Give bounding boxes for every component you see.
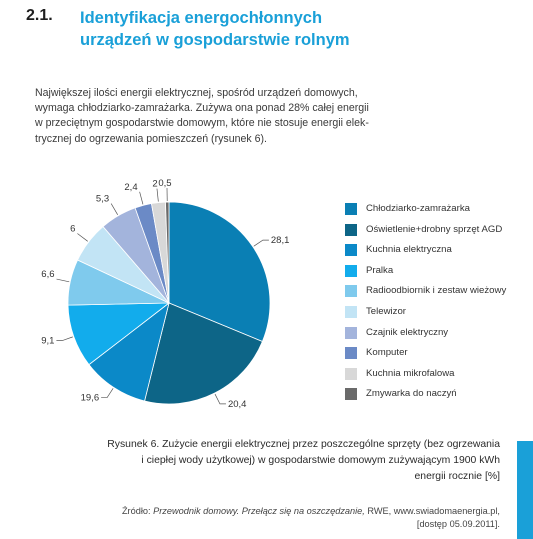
pie-chart: 28,1 20,4 19,6 9,1 6,6 6 5,3 2,4 2 0,5: [41, 178, 290, 410]
pie-value-label-5: 6: [70, 223, 75, 234]
paragraph-line: trycznej do ogrzewania pomieszczeń (rysu…: [35, 132, 267, 145]
legend-item: Komputer: [345, 346, 533, 360]
legend-item: Telewizor: [345, 305, 533, 319]
legend-swatch: [345, 203, 357, 215]
pie-leader-line-8: [156, 188, 159, 202]
legend-item: Chłodziarko-zamrażarka: [345, 202, 533, 216]
legend-swatch: [345, 367, 357, 380]
legend-label: Zmywarka do naczyń: [366, 388, 457, 400]
caption-line: energii rocznie [%]: [414, 471, 500, 482]
pie-value-label-7: 2,4: [124, 182, 137, 193]
legend-item: Kuchnia mikrofalowa: [345, 367, 533, 381]
legend-swatch: [345, 347, 357, 360]
source-line1: Źródło: Przewodnik domowy. Przełącz się …: [60, 505, 500, 518]
legend-swatch: [345, 388, 357, 401]
pie-value-label-8: 2: [152, 179, 157, 190]
source-rest: RWE, www.swiadomaenergia.pl,: [364, 506, 500, 516]
pie-leader-line-4: [56, 278, 70, 283]
pie-leader-line-1: [214, 393, 226, 405]
legend-swatch: [345, 306, 357, 318]
legend-swatch: [345, 244, 357, 257]
legend-item: Radioodbiornik i zestaw wieżowy: [345, 284, 533, 298]
body-paragraph: Największej ilości energii elektrycznej,…: [35, 86, 387, 147]
pie-leader-line-2: [101, 388, 114, 398]
source-line2: [dostęp 05.09.2011].: [416, 519, 500, 529]
paragraph-line: wymaga chłodziarko-zamrażarka. Zużywa on…: [35, 102, 369, 115]
legend-label: Kuchnia elektryczna: [366, 244, 452, 256]
pie-value-label-4: 6,6: [41, 269, 54, 280]
legend-swatch: [345, 264, 357, 277]
pie-slice-2: [88, 301, 170, 402]
page-side-tab: [517, 441, 533, 539]
caption-line: Rysunek 6. Zużycie energii elektrycznej …: [107, 439, 500, 450]
pie-leader-line-7: [139, 191, 144, 205]
paragraph-line: w przeciętnym gospodarstwie domowym, któ…: [35, 117, 369, 130]
pie-leader-line-3: [56, 336, 73, 341]
section-title-line1: Identyfikacja energochłonnych: [80, 9, 323, 27]
legend-label: Kuchnia mikrofalowa: [366, 367, 455, 379]
legend-swatch: [345, 326, 357, 339]
legend-item: Kuchnia elektryczna: [345, 243, 533, 257]
legend-label: Komputer: [366, 347, 408, 359]
legend-label: Chłodziarko-zamrażarka: [366, 203, 470, 214]
pie-leader-line-0: [253, 239, 269, 247]
legend-label: Oświetlenie+drobny sprzęt AGD: [366, 223, 503, 235]
caption-line: i ciepłej wody użytkowej) w gospodarstwi…: [141, 455, 500, 466]
legend-label: Czajnik elektryczny: [366, 326, 449, 338]
pie-value-label-0: 28,1: [271, 235, 290, 246]
legend-swatch: [345, 285, 357, 298]
legend-label: Radioodbiornik i zestaw wieżowy: [366, 285, 507, 297]
section-title: Identyfikacja energochłonnych urządzeń w…: [80, 7, 410, 51]
legend-item: Czajnik elektryczny: [345, 326, 533, 340]
section-title-line2: urządzeń w gospodarstwie rolnym: [80, 31, 350, 49]
source-title: Przewodnik domowy. Przełącz się na oszcz…: [153, 506, 365, 516]
legend-item: Oświetlenie+drobny sprzęt AGD: [345, 223, 533, 237]
source-note: Źródło: Przewodnik domowy. Przełącz się …: [60, 505, 500, 531]
pie-value-label-6: 5,3: [96, 194, 109, 205]
pie-value-label-9: 0,5: [158, 178, 171, 189]
legend-swatch: [345, 223, 357, 236]
source-prefix: Źródło:: [121, 506, 154, 516]
pie-value-label-1: 20,4: [228, 399, 247, 410]
section-number: 2.1.: [26, 7, 53, 24]
pie-slice-9: [165, 201, 170, 304]
pie-slice-0: [168, 201, 271, 343]
figure-caption: Rysunek 6. Zużycie energii elektrycznej …: [60, 437, 500, 485]
legend-label: Telewizor: [366, 306, 406, 317]
legend-item: Pralka: [345, 264, 533, 278]
legend-item: Zmywarka do naczyń: [345, 387, 533, 401]
pie-value-label-2: 19,6: [81, 393, 100, 404]
pie-slice-1: [144, 302, 263, 405]
pie-value-label-3: 9,1: [41, 336, 54, 347]
pie-leader-line-6: [110, 203, 118, 216]
pie-leader-line-5: [77, 233, 88, 242]
legend-label: Pralka: [366, 264, 394, 276]
paragraph-line: Największej ilości energii elektrycznej,…: [35, 87, 358, 99]
